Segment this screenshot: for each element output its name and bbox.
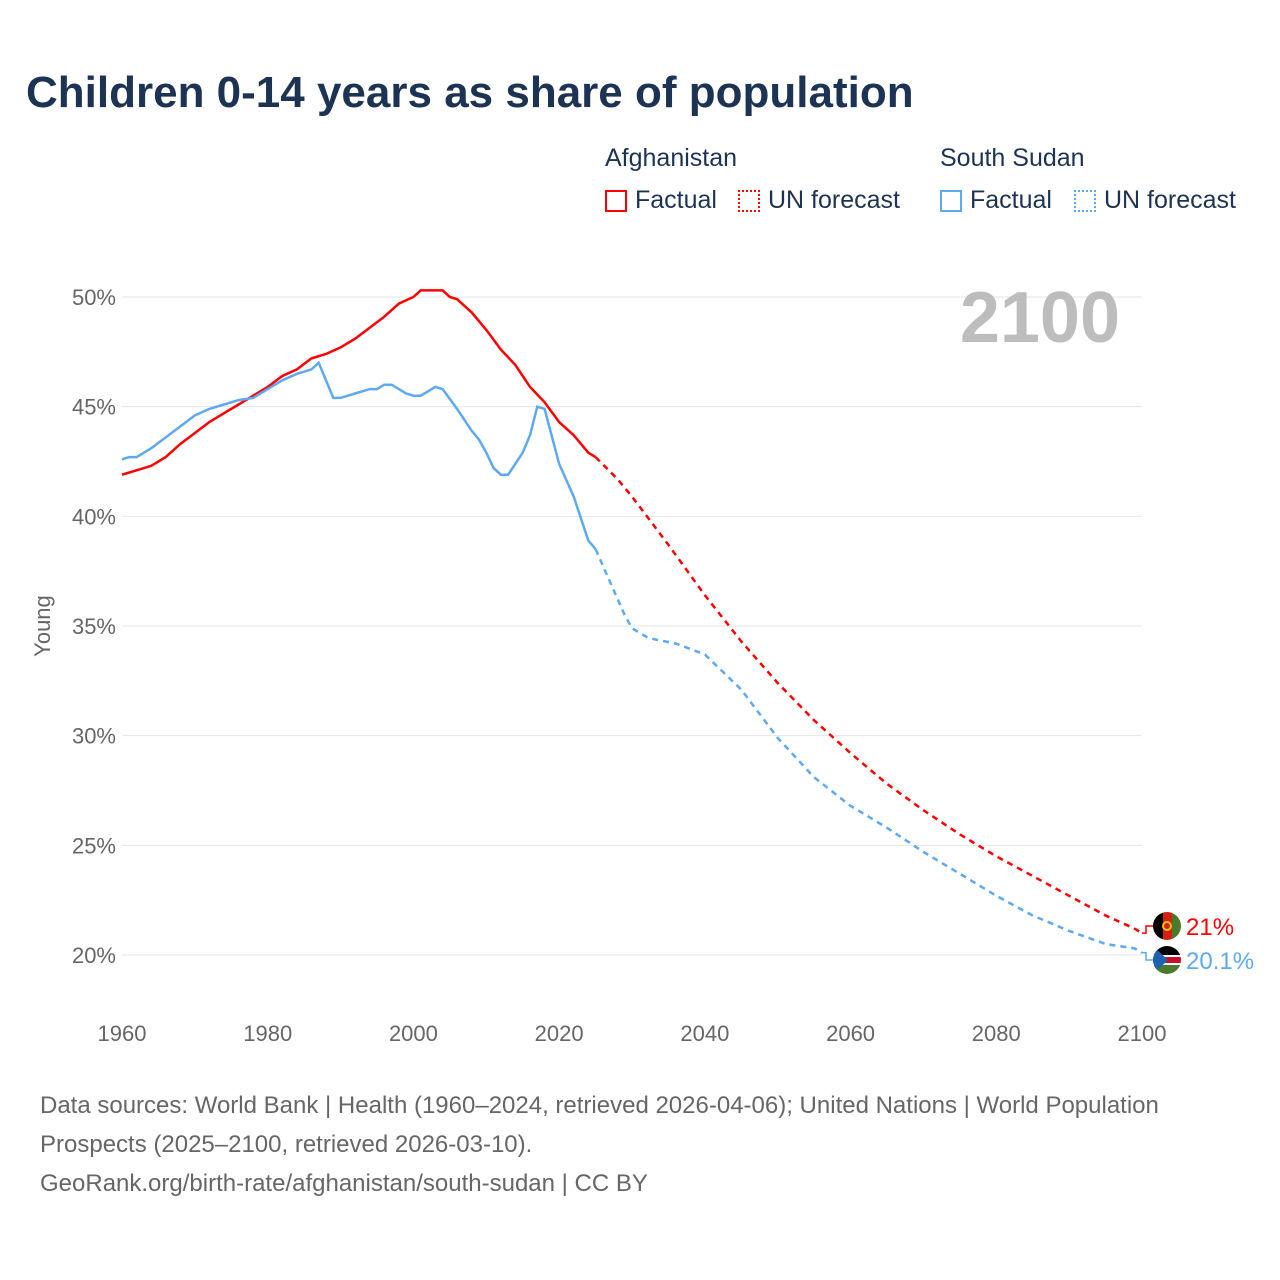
- south-sudan-end-label: 20.1%: [1186, 948, 1254, 975]
- legend-label: UN forecast: [768, 186, 900, 214]
- year-label: 2100: [960, 278, 1120, 358]
- south-sudan-flag-icon: [1153, 946, 1181, 974]
- y-tick-label: 25%: [72, 833, 116, 858]
- afghanistan-forecast-line: [594, 456, 1143, 935]
- afghanistan-end-label: 21%: [1186, 914, 1234, 941]
- y-tick-label: 50%: [72, 285, 116, 310]
- legend-south-sudan-forecast[interactable]: UN forecast: [1074, 186, 1236, 215]
- legend-afghanistan-forecast[interactable]: UN forecast: [738, 186, 900, 215]
- y-axis-label: Young: [30, 595, 55, 657]
- south-sudan-forecast-line: [594, 548, 1143, 954]
- source-link[interactable]: GeoRank.org/birth-rate/afghanistan/south…: [40, 1170, 648, 1197]
- y-tick-label: 40%: [72, 504, 116, 529]
- x-tick-label: 2080: [972, 1021, 1021, 1046]
- x-tick-label: 1980: [243, 1021, 292, 1046]
- label-connector: [1142, 925, 1153, 934]
- x-tick-label: 2020: [535, 1021, 584, 1046]
- source-note: Data sources: World Bank | Health (1960–…: [40, 1086, 1240, 1203]
- y-tick-label: 35%: [72, 614, 116, 639]
- legend-swatch: [738, 190, 760, 212]
- y-tick-label: 20%: [72, 943, 116, 968]
- x-tick-label: 2000: [389, 1021, 438, 1046]
- y-tick-label: 45%: [72, 395, 116, 420]
- x-tick-label: 2060: [826, 1021, 875, 1046]
- legend-swatch: [940, 190, 962, 212]
- legend-label: UN forecast: [1104, 186, 1236, 214]
- afghanistan-factual-line: [121, 289, 597, 476]
- legend-south-sudan-factual[interactable]: Factual: [940, 186, 1052, 215]
- legend-group-afghanistan: Afghanistan: [605, 144, 738, 172]
- source-text: Data sources: World Bank | Health (1960–…: [40, 1092, 1159, 1158]
- afghanistan-flag-icon: [1153, 912, 1181, 940]
- x-tick-label: 2040: [680, 1021, 729, 1046]
- y-tick-label: 30%: [72, 724, 116, 749]
- legend-afghanistan-factual[interactable]: Factual: [605, 186, 717, 215]
- legend-swatch: [605, 190, 627, 212]
- x-tick-label: 2100: [1118, 1021, 1167, 1046]
- chart-title: Children 0-14 years as share of populati…: [26, 68, 914, 117]
- legend-group-south-sudan: South Sudan: [940, 144, 1085, 172]
- label-connector: [1142, 952, 1153, 961]
- legend-swatch: [1074, 190, 1096, 212]
- south-sudan-factual-line: [121, 360, 597, 551]
- x-tick-label: 1960: [98, 1021, 147, 1046]
- legend-label: Factual: [970, 186, 1052, 214]
- legend-label: Factual: [635, 186, 717, 214]
